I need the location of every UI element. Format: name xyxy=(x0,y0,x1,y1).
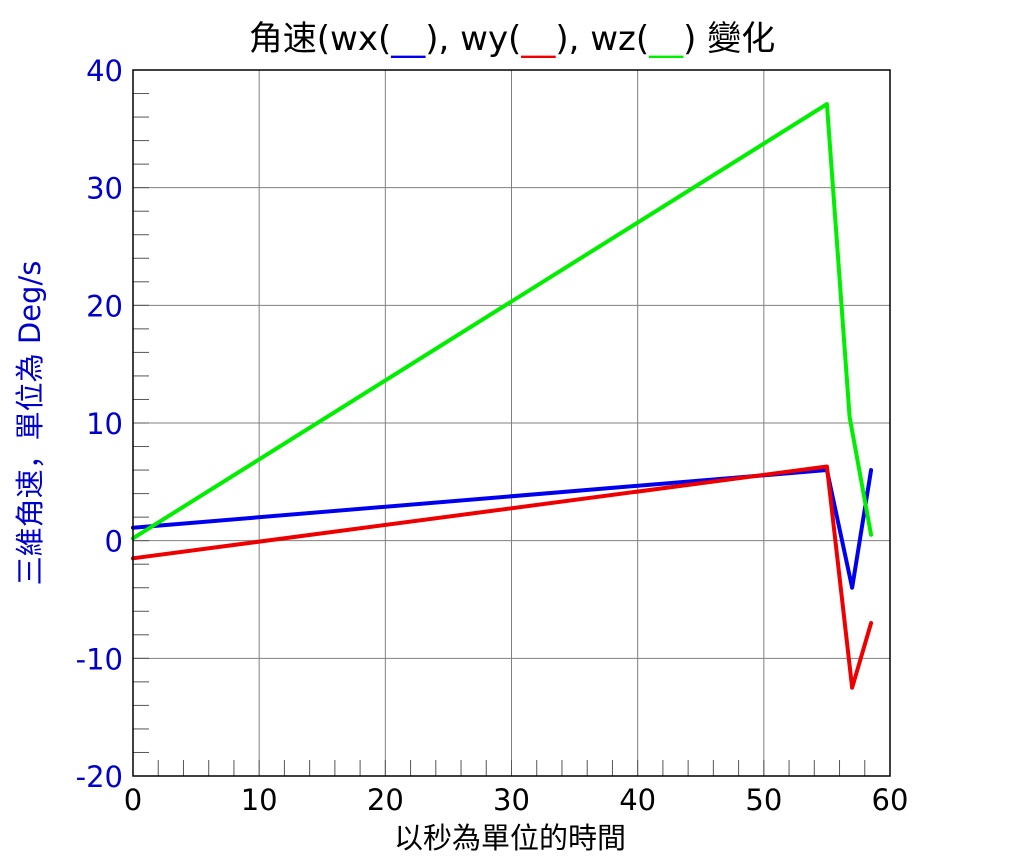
series-wx-line xyxy=(131,468,874,590)
y-tick-label: 10 xyxy=(86,407,123,441)
x-axis-label: 以秒為單位的時間 xyxy=(394,821,626,855)
series-lines xyxy=(131,102,874,690)
y-tick-label: 30 xyxy=(86,172,123,206)
y-tick-label: -10 xyxy=(76,642,123,676)
title-wy-marker: __ xyxy=(520,19,556,59)
series-wy-line xyxy=(131,464,874,690)
x-tick-label: 20 xyxy=(367,783,404,817)
y-tick-label: 20 xyxy=(86,289,123,323)
x-tick-label: 40 xyxy=(619,783,656,817)
y-tick-label: 40 xyxy=(86,54,123,88)
y-tick-label: 0 xyxy=(105,525,123,559)
x-tick-label: 0 xyxy=(124,783,142,817)
title-prefix: 角速(wx( xyxy=(249,19,391,59)
title-wz-marker: __ xyxy=(648,19,684,59)
y-tick-labels: 40 30 20 10 0 -10 -20 xyxy=(76,54,123,794)
y-tick-label: -20 xyxy=(76,760,123,794)
plot-frame xyxy=(132,69,891,777)
title-mid-2: ), wz( xyxy=(555,19,649,59)
x-tick-label: 10 xyxy=(241,783,278,817)
series-wz-line xyxy=(131,102,874,541)
x-tick-label: 50 xyxy=(745,783,782,817)
x-tick-label: 60 xyxy=(872,783,909,817)
x-tick-label: 30 xyxy=(493,783,530,817)
title-wx-marker: __ xyxy=(390,19,426,59)
chart-title: 角速(wx(__), wy(__), wz(__) 變化 xyxy=(249,19,775,59)
y-axis-label: 三維角速，單位為 Deg/s xyxy=(13,261,47,586)
title-suffix: ) 變化 xyxy=(683,19,775,59)
title-mid-1: ), wy( xyxy=(425,19,521,59)
x-tick-labels: 0 10 20 30 40 50 60 xyxy=(124,783,909,817)
